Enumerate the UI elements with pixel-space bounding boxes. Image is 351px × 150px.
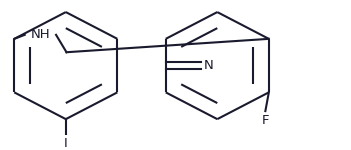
- Text: F: F: [261, 114, 269, 127]
- Text: N: N: [204, 59, 214, 72]
- Text: NH: NH: [31, 28, 50, 41]
- Text: I: I: [64, 137, 68, 150]
